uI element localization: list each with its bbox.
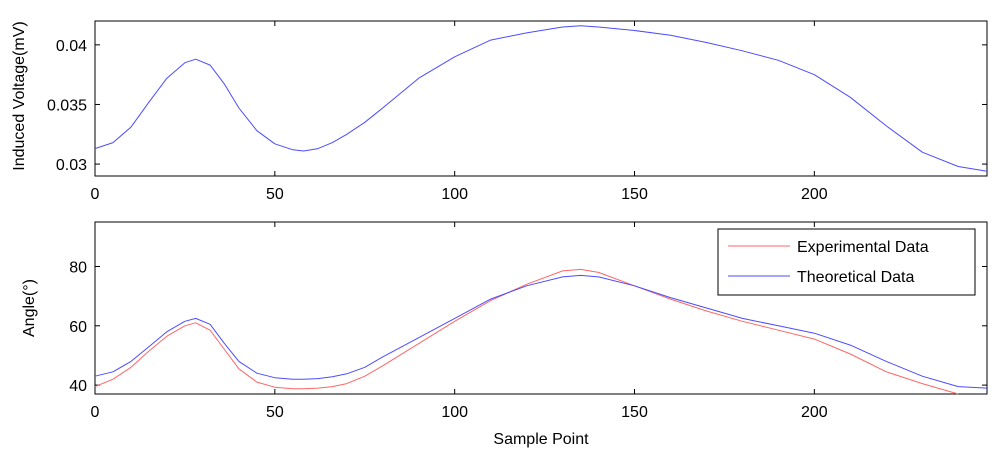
voltage-plot-lines <box>94 25 988 172</box>
angle-y-tick-label: 80 <box>69 259 87 276</box>
voltage-x-tick-label: 100 <box>441 186 468 203</box>
angle-x-tick-label: 200 <box>801 404 828 421</box>
legend-label-experimental: Experimental Data <box>797 239 929 256</box>
voltage-plot-ticks <box>94 21 987 176</box>
voltage-y-tick-label: 0.04 <box>56 38 87 55</box>
legend-label-theoretical: Theoretical Data <box>797 269 914 286</box>
voltage-plot: 0.03 0.035 0.04 0 50 100 150 200 Induced Volta… <box>11 20 988 203</box>
voltage-y-tick-label: 0.035 <box>47 97 87 114</box>
angle-x-tick-label: 150 <box>621 404 648 421</box>
voltage-x-tick-label: 150 <box>621 186 648 203</box>
angle-x-tick-label: 0 <box>91 404 100 421</box>
legend-box <box>717 228 976 296</box>
sample-point-x-axis-label: Sample Point <box>493 431 589 448</box>
angle-x-tick-label: 100 <box>441 404 468 421</box>
angle-theoretical-data-line <box>94 274 988 389</box>
angle-plot: 40 60 80 0 50 100 150 200 Angle(°) Sample Poin… <box>21 221 988 448</box>
voltage-x-tick-label: 0 <box>91 186 100 203</box>
voltage-x-tick-label: 50 <box>266 186 284 203</box>
angle-plot-y-tick-labels: 40 60 80 <box>69 259 87 395</box>
voltage-y-axis-label: Induced Voltage(mV) <box>11 21 28 170</box>
voltage-y-tick-label: 0.03 <box>56 157 87 174</box>
angle-experimental-data-line <box>94 268 959 395</box>
angle-plot-x-tick-labels: 0 50 100 150 200 <box>91 404 828 421</box>
legend: Experimental Data Theoretical Data <box>717 228 976 296</box>
angle-y-tick-label: 60 <box>69 319 87 336</box>
angle-plot-ticks <box>94 222 987 394</box>
voltage-plot-y-tick-labels: 0.03 0.035 0.04 <box>47 38 87 174</box>
angle-y-tick-label: 40 <box>69 378 87 395</box>
voltage-x-tick-label: 200 <box>801 186 828 203</box>
voltage-series-0-line <box>94 25 988 172</box>
angle-plot-lines <box>94 268 988 395</box>
angle-y-axis-label: Angle(°) <box>21 279 38 337</box>
voltage-plot-frame <box>94 20 988 177</box>
voltage-plot-x-tick-labels: 0 50 100 150 200 <box>91 186 828 203</box>
angle-x-tick-label: 50 <box>266 404 284 421</box>
